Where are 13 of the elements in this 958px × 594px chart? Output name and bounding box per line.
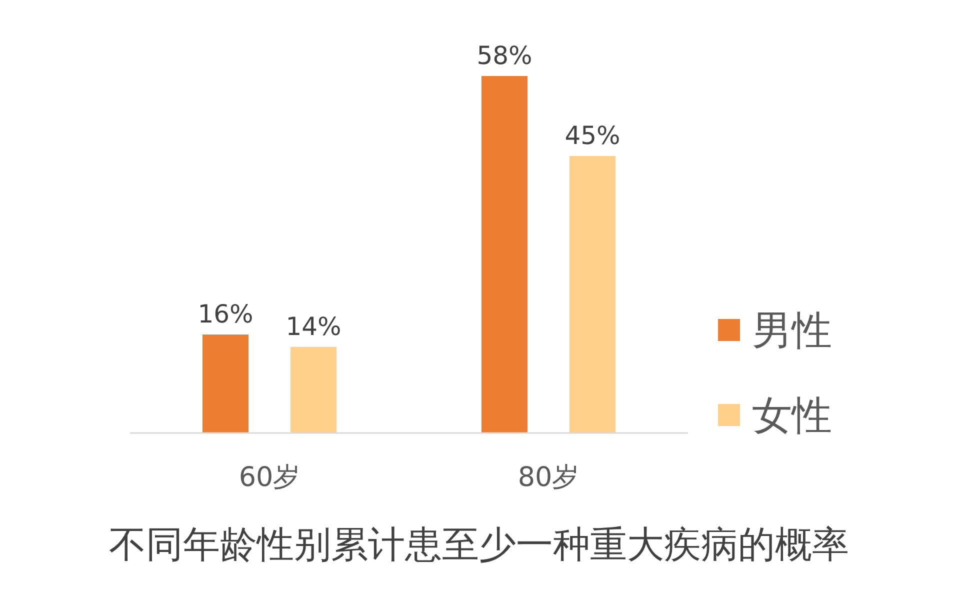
bar (290, 346, 336, 433)
text: 不同年龄性别累计患至少一种重大疾病的概率 (109, 523, 849, 566)
legend-label: 女性 (752, 393, 832, 439)
x-tick-label: 80岁 (518, 462, 580, 493)
x-tick-label: 60岁 (238, 462, 300, 493)
data-label: 14% (286, 312, 342, 341)
bar (202, 334, 248, 433)
bar (482, 76, 528, 433)
data-label: 45% (564, 121, 620, 150)
data-label: 16% (198, 300, 254, 329)
legend-label: 男性 (752, 308, 832, 354)
data-label: 58% (476, 41, 532, 70)
bar (570, 156, 616, 433)
